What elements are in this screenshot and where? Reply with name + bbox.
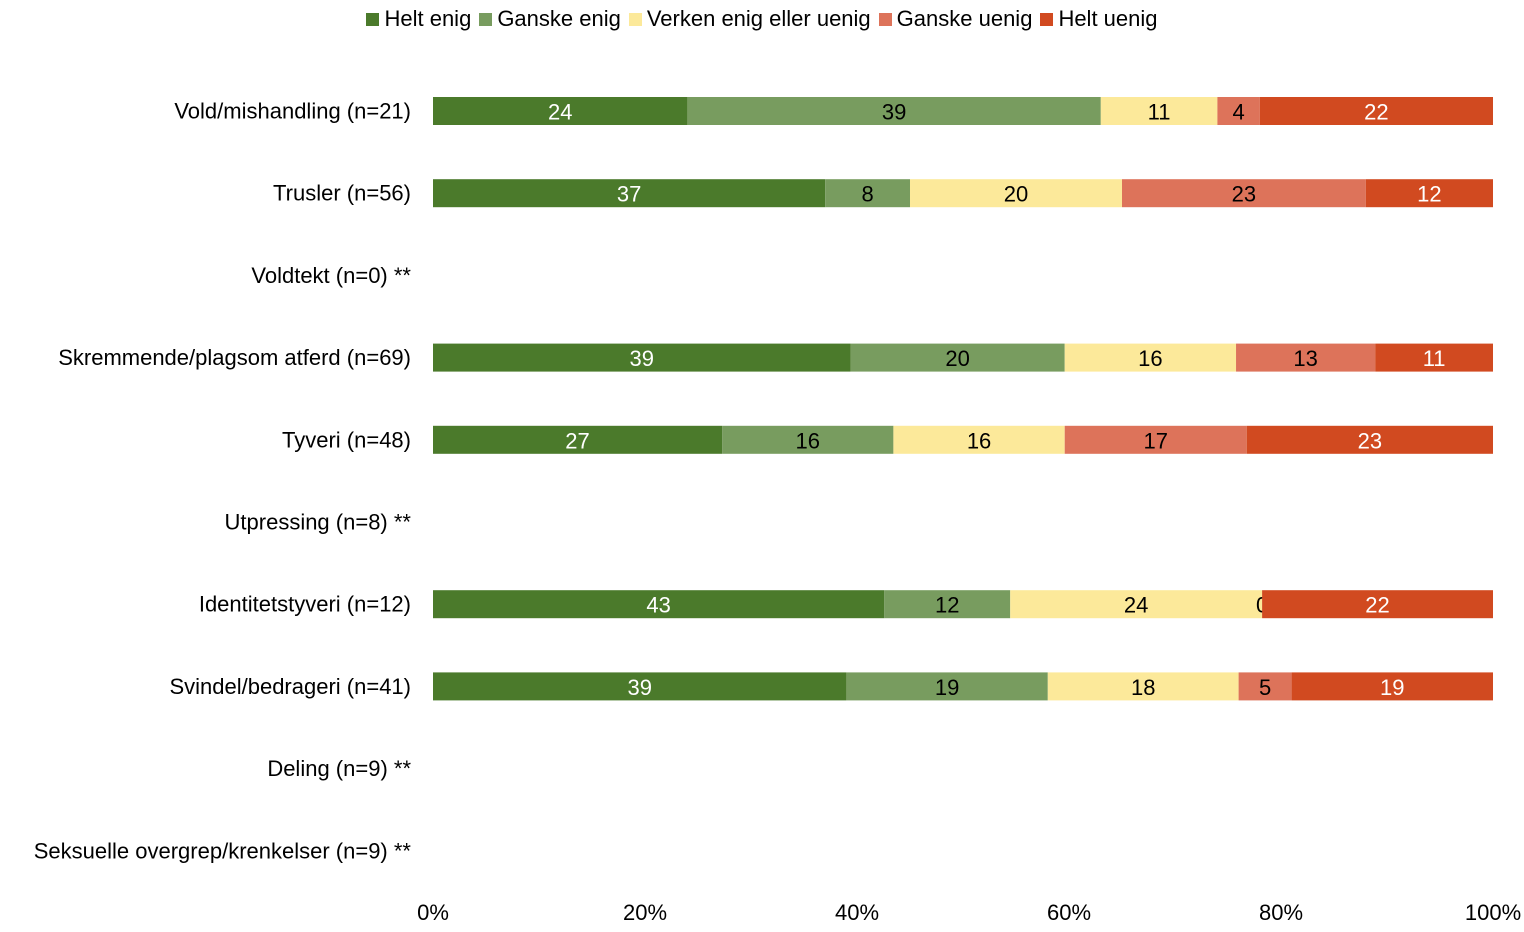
category-label: Svindel/bedrageri (n=41) bbox=[169, 674, 411, 699]
data-label: 12 bbox=[1417, 182, 1441, 207]
data-label: 24 bbox=[548, 100, 572, 125]
category-label: Vold/mishandling (n=21) bbox=[174, 99, 411, 124]
x-tick-label: 60% bbox=[1047, 900, 1091, 925]
category-label: Identitetstyveri (n=12) bbox=[199, 592, 411, 617]
data-label: 13 bbox=[1293, 346, 1317, 371]
data-label: 19 bbox=[935, 675, 959, 700]
data-label: 5 bbox=[1259, 675, 1271, 700]
data-label: 8 bbox=[861, 182, 873, 207]
category-label: Seksuelle overgrep/krenkelser (n=9) ** bbox=[34, 838, 412, 863]
category-label: Skremmende/plagsom atferd (n=69) bbox=[58, 345, 411, 370]
data-label: 4 bbox=[1232, 100, 1244, 125]
data-label: 20 bbox=[1004, 182, 1028, 207]
data-label: 39 bbox=[882, 100, 906, 125]
category-label: Voldtekt (n=0) ** bbox=[251, 263, 411, 288]
data-label: 22 bbox=[1365, 593, 1389, 618]
data-label: 37 bbox=[617, 182, 641, 207]
data-label: 39 bbox=[627, 675, 651, 700]
data-label: 19 bbox=[1380, 675, 1404, 700]
data-label: 16 bbox=[1138, 346, 1162, 371]
data-label: 43 bbox=[646, 593, 670, 618]
data-label: 18 bbox=[1131, 675, 1155, 700]
data-label: 11 bbox=[1423, 346, 1446, 371]
data-label: 23 bbox=[1358, 428, 1382, 453]
data-label: 23 bbox=[1232, 182, 1256, 207]
x-tick-label: 0% bbox=[417, 900, 449, 925]
x-tick-label: 40% bbox=[835, 900, 879, 925]
data-label: 16 bbox=[967, 428, 991, 453]
x-tick-label: 80% bbox=[1259, 900, 1303, 925]
data-label: 11 bbox=[1148, 100, 1171, 125]
data-label: 24 bbox=[1124, 593, 1148, 618]
data-label: 39 bbox=[630, 346, 654, 371]
data-label: 22 bbox=[1364, 100, 1388, 125]
data-label: 20 bbox=[945, 346, 969, 371]
x-tick-label: 100% bbox=[1465, 900, 1521, 925]
category-label: Utpressing (n=8) ** bbox=[225, 510, 412, 535]
data-label: 27 bbox=[565, 428, 589, 453]
category-label: Tyveri (n=48) bbox=[282, 427, 411, 452]
data-label: 12 bbox=[935, 593, 959, 618]
category-label: Trusler (n=56) bbox=[273, 181, 411, 206]
data-label: 17 bbox=[1143, 428, 1167, 453]
data-label: 16 bbox=[796, 428, 820, 453]
x-tick-label: 20% bbox=[623, 900, 667, 925]
category-label: Deling (n=9) ** bbox=[267, 756, 411, 781]
